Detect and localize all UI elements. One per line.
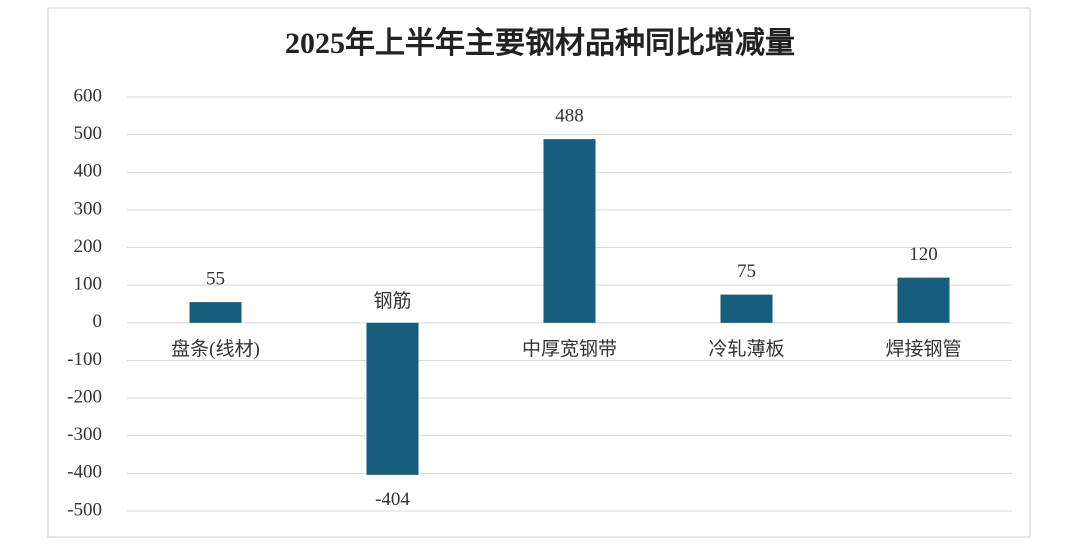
annotation: 钢筋	[373, 290, 411, 312]
x-tick-label: 盘条(线材)	[171, 338, 260, 360]
data-label: 488	[555, 106, 584, 127]
data-label: 55	[206, 268, 225, 289]
x-tick-label: 冷轧薄板	[708, 338, 784, 360]
data-label: -404	[375, 489, 410, 510]
bar	[897, 277, 950, 323]
y-tick-label: 500	[74, 123, 103, 144]
y-tick-label: -200	[67, 386, 102, 407]
bar	[366, 322, 419, 475]
y-tick-label: 100	[74, 274, 103, 295]
y-tick-label: -300	[67, 424, 102, 445]
y-tick-label: -100	[67, 349, 102, 370]
y-tick-label: 600	[74, 85, 103, 106]
y-tick-label: 0	[93, 311, 103, 332]
y-tick-label: -500	[67, 499, 102, 520]
y-tick-label: 300	[74, 198, 103, 219]
chart-title: 2025年上半年主要钢材品种同比增减量	[285, 27, 795, 60]
y-tick-label: 200	[74, 236, 103, 257]
x-tick-label: 焊接钢管	[885, 338, 961, 360]
bar	[189, 302, 242, 323]
chart-frame	[47, 7, 1031, 538]
x-tick-label: 中厚宽钢带	[522, 338, 617, 360]
bar	[720, 294, 773, 323]
bar	[543, 139, 596, 323]
data-label: 120	[909, 244, 938, 265]
data-label: 75	[737, 261, 756, 282]
y-tick-label: 400	[74, 161, 103, 182]
y-tick-label: -400	[67, 462, 102, 483]
